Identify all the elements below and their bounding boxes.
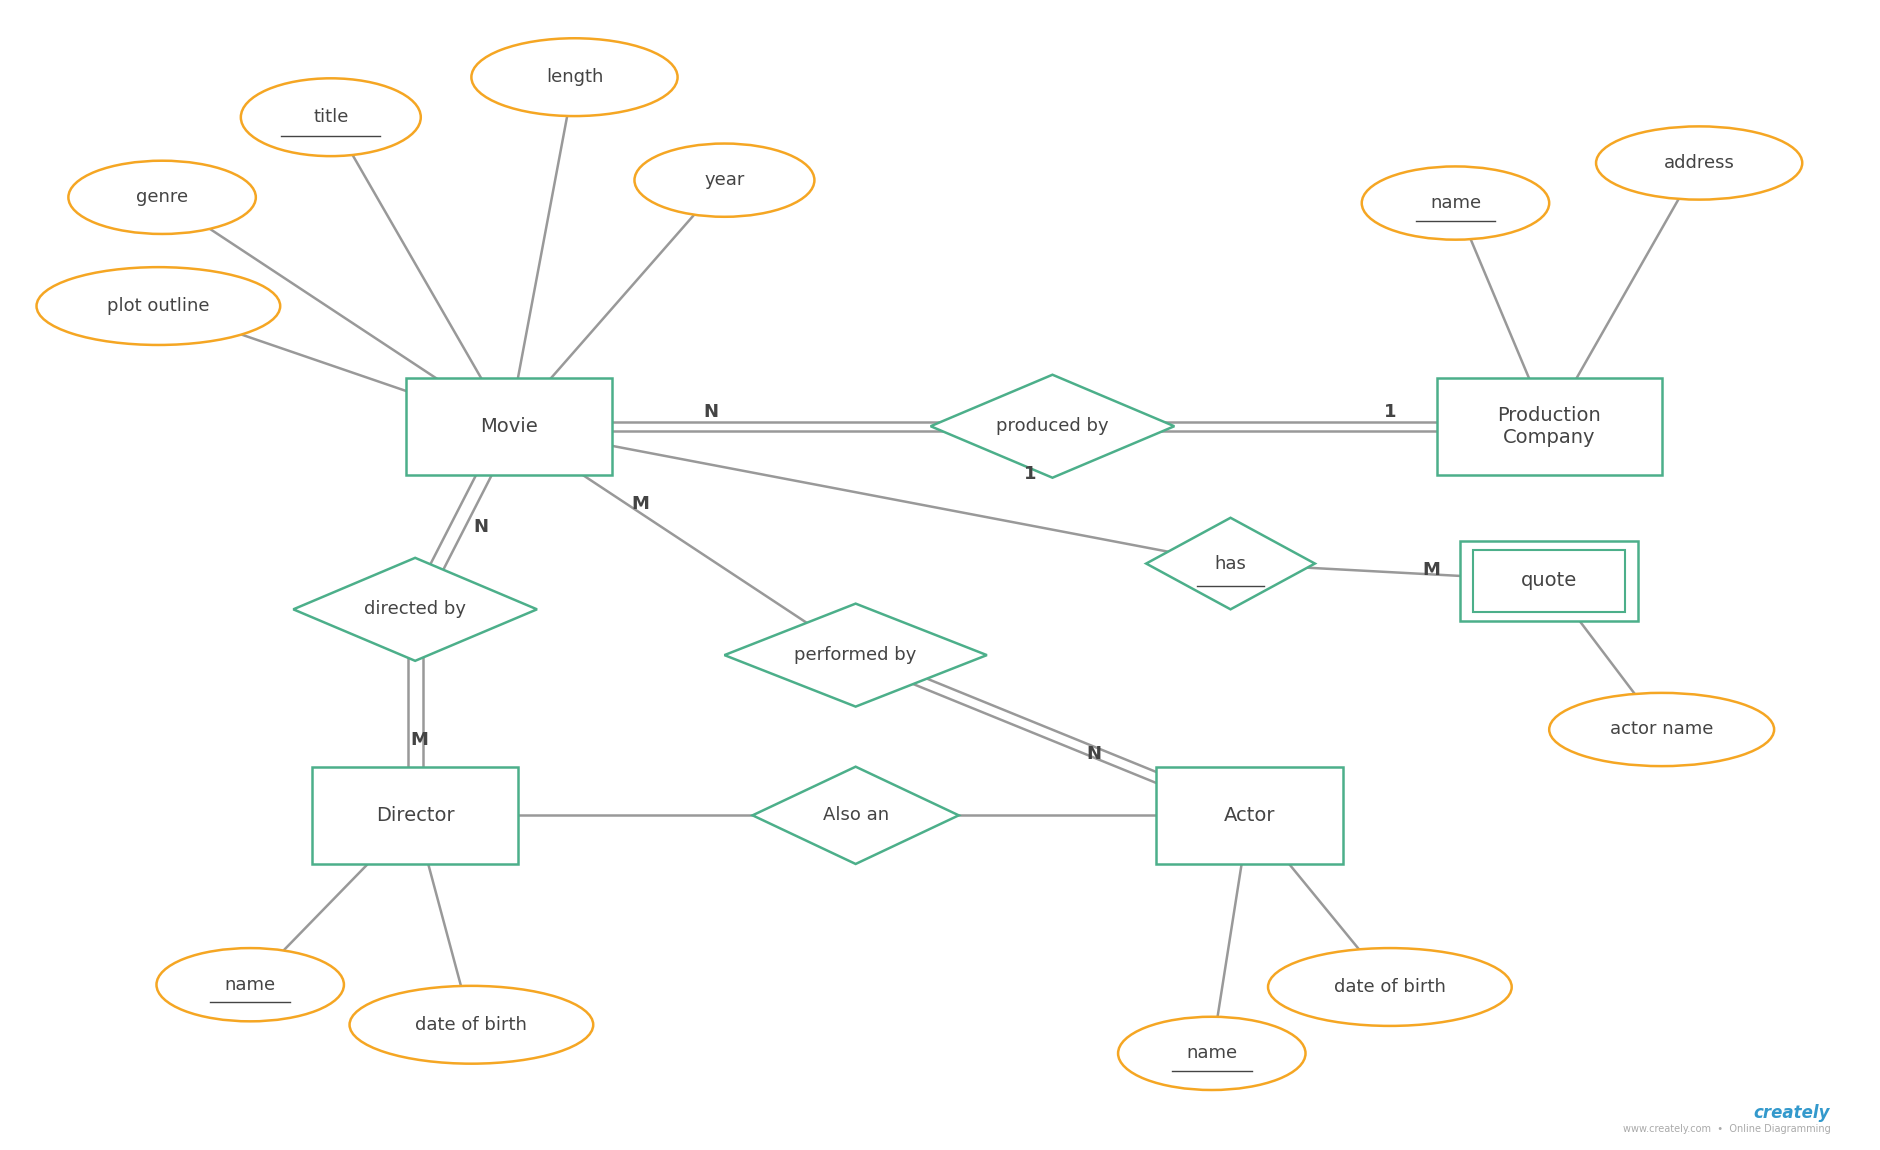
Bar bbox=[1156, 767, 1342, 864]
Text: N: N bbox=[1087, 744, 1102, 762]
Ellipse shape bbox=[68, 161, 256, 233]
Polygon shape bbox=[293, 558, 538, 661]
Ellipse shape bbox=[1119, 1017, 1305, 1090]
Ellipse shape bbox=[1596, 126, 1803, 200]
Ellipse shape bbox=[36, 267, 280, 345]
Text: Also an: Also an bbox=[823, 806, 889, 825]
Text: year: year bbox=[705, 171, 744, 189]
Ellipse shape bbox=[350, 986, 594, 1064]
Text: M: M bbox=[632, 494, 649, 513]
Ellipse shape bbox=[634, 144, 814, 217]
Text: title: title bbox=[314, 108, 348, 126]
Text: quote: quote bbox=[1521, 572, 1577, 590]
Text: produced by: produced by bbox=[996, 417, 1109, 435]
Text: M: M bbox=[1421, 561, 1440, 580]
Bar bbox=[406, 377, 613, 475]
Text: has: has bbox=[1214, 554, 1246, 573]
Polygon shape bbox=[752, 767, 959, 864]
Text: 1: 1 bbox=[1025, 466, 1036, 483]
Text: date of birth: date of birth bbox=[415, 1015, 526, 1034]
Text: address: address bbox=[1664, 154, 1735, 172]
Ellipse shape bbox=[156, 948, 344, 1021]
Text: plot outline: plot outline bbox=[107, 297, 209, 315]
Bar bbox=[312, 767, 519, 864]
Text: creately: creately bbox=[1754, 1104, 1831, 1122]
Text: name: name bbox=[1431, 194, 1481, 212]
Text: performed by: performed by bbox=[795, 646, 917, 664]
Text: Actor: Actor bbox=[1224, 806, 1275, 825]
Polygon shape bbox=[1147, 518, 1314, 610]
Text: 1: 1 bbox=[1384, 404, 1397, 422]
Text: www.creately.com  •  Online Diagramming: www.creately.com • Online Diagramming bbox=[1622, 1124, 1831, 1134]
Text: Movie: Movie bbox=[479, 416, 538, 436]
Ellipse shape bbox=[472, 38, 677, 116]
Text: length: length bbox=[545, 68, 603, 86]
Text: Director: Director bbox=[376, 806, 455, 825]
Text: genre: genre bbox=[135, 189, 188, 206]
Text: Production
Company: Production Company bbox=[1496, 406, 1602, 446]
Text: actor name: actor name bbox=[1609, 721, 1713, 738]
Text: N: N bbox=[703, 404, 718, 422]
Bar bbox=[1436, 377, 1662, 475]
Ellipse shape bbox=[1267, 948, 1512, 1026]
Bar bbox=[1461, 540, 1637, 621]
Text: N: N bbox=[474, 518, 489, 536]
Text: M: M bbox=[410, 730, 429, 749]
Ellipse shape bbox=[1549, 693, 1775, 766]
Ellipse shape bbox=[241, 78, 421, 156]
Bar bbox=[1474, 550, 1624, 612]
Polygon shape bbox=[931, 375, 1175, 477]
Text: date of birth: date of birth bbox=[1335, 978, 1446, 996]
Ellipse shape bbox=[1361, 167, 1549, 239]
Text: directed by: directed by bbox=[365, 600, 466, 619]
Text: name: name bbox=[1186, 1044, 1237, 1063]
Text: name: name bbox=[224, 975, 276, 994]
Polygon shape bbox=[724, 604, 987, 706]
